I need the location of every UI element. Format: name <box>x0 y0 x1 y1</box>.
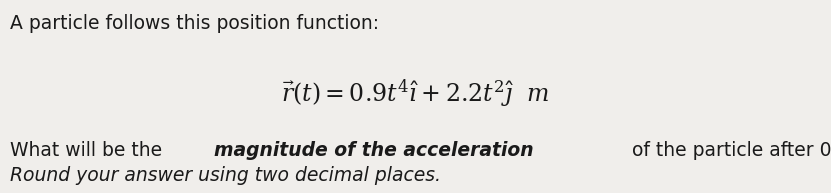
Text: magnitude of the acceleration: magnitude of the acceleration <box>214 141 534 160</box>
Text: What will be the: What will be the <box>10 141 168 160</box>
Text: $\vec{r}(t) = 0.9t^{4}\hat{\imath}+2.2t^{2}\hat{\jmath}$  $m$: $\vec{r}(t) = 0.9t^{4}\hat{\imath}+2.2t^… <box>281 77 550 109</box>
Text: A particle follows this position function:: A particle follows this position functio… <box>10 14 379 32</box>
Text: Round your answer using two decimal places.: Round your answer using two decimal plac… <box>10 166 441 185</box>
Text: of the particle after 0.87 seconds of motion?: of the particle after 0.87 seconds of mo… <box>627 141 831 160</box>
